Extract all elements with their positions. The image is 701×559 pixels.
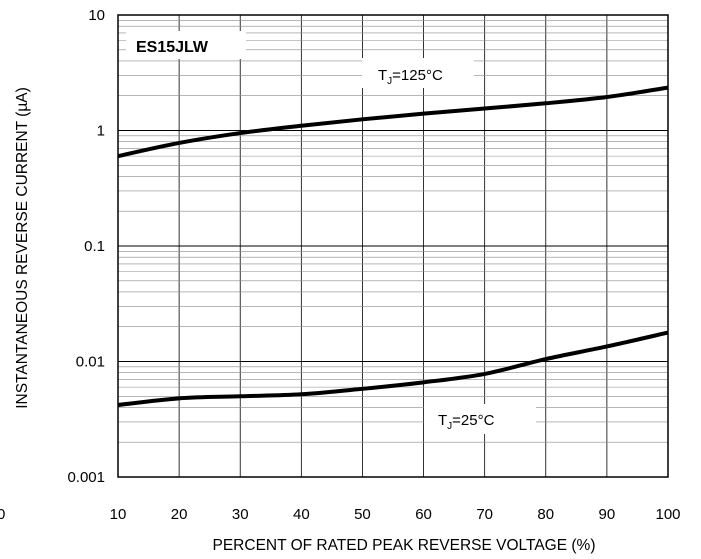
y-tick-label-2: 0.1 <box>84 238 105 255</box>
label-box-125 <box>362 58 474 88</box>
x-origin-label: 0 <box>0 506 5 523</box>
series-line-0 <box>117 85 669 159</box>
label-box-25 <box>424 404 536 434</box>
curves <box>117 85 669 407</box>
x-tick-label-4: 50 <box>354 506 371 523</box>
x-tick-label-3: 40 <box>293 506 310 523</box>
x-tick-label-8: 90 <box>599 506 616 523</box>
x-tick-label-6: 70 <box>476 506 493 523</box>
x-tick-label-9: 100 <box>655 506 680 523</box>
x-tick-label-7: 80 <box>537 506 554 523</box>
title-box <box>126 31 246 59</box>
series-label-125: TJ=125°C <box>378 67 443 87</box>
x-tick-label-1: 20 <box>171 506 188 523</box>
x-tick-label-2: 30 <box>232 506 249 523</box>
y-tick-labels: 0.001 0.01 0.1 1 10 <box>67 7 105 486</box>
label-125-sub: J <box>387 76 392 87</box>
plot-frame <box>117 14 669 478</box>
series-line-1 <box>117 330 669 407</box>
y-tick-label-4: 10 <box>88 7 105 24</box>
label-25-main: T <box>438 412 447 429</box>
y-tick-label-1: 0.01 <box>76 354 105 371</box>
series-label-25: TJ=25°C <box>438 412 495 432</box>
x-axis-label: PERCENT OF RATED PEAK REVERSE VOLTAGE (%… <box>213 537 596 554</box>
label-125-main: T <box>378 67 387 84</box>
y-axis-label: INSTANTANEOUS REVERSE CURRENT (µA) <box>14 87 31 409</box>
label-25-rest: =25°C <box>452 412 494 429</box>
label-125-rest: =125°C <box>392 67 443 84</box>
x-tick-label-0: 10 <box>110 506 127 523</box>
chart-title: ES15JLW <box>136 39 209 56</box>
x-tick-label-5: 60 <box>415 506 432 523</box>
y-tick-label-0: 0.001 <box>67 469 105 486</box>
y-tick-label-3: 1 <box>97 123 105 140</box>
label-25-sub: J <box>447 421 452 432</box>
x-tick-labels: 10 20 30 40 50 60 70 80 90 100 <box>110 506 681 523</box>
